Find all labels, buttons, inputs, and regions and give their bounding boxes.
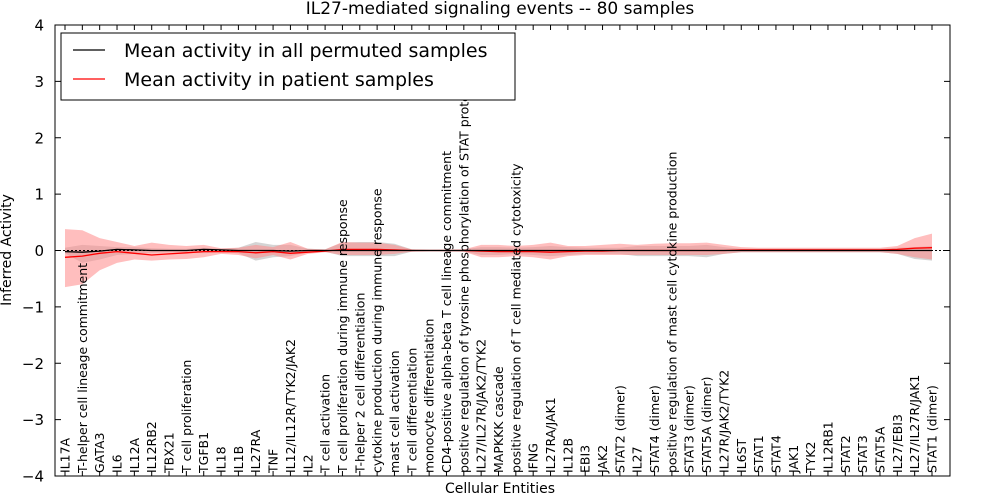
legend-label-patient: Mean activity in patient samples <box>124 69 434 91</box>
x-tick-label: STAT2 (dimer) <box>612 385 627 473</box>
y-axis: 4 3 2 1 0 −1 −2 −3 −4 <box>22 17 950 486</box>
x-tick-label: STAT2 <box>838 435 853 473</box>
x-tick-label: IL27/IL27R/JAK1 <box>907 375 922 473</box>
x-tick-label: CD4-positive alpha-beta T cell lineage c… <box>439 151 454 473</box>
x-tick-label: IL6ST <box>734 438 749 473</box>
x-tick-label: T-helper cell lineage commitment <box>75 263 90 474</box>
x-tick-label: T-helper 2 cell differentiation <box>352 293 367 474</box>
legend-box <box>60 32 516 101</box>
x-tick-label: IL12RB1 <box>820 421 835 473</box>
x-tick-label: JAK1 <box>786 445 801 474</box>
x-tick-label: JAK2 <box>595 445 610 474</box>
legend-label-permuted: Mean activity in all permuted samples <box>124 40 487 62</box>
x-tick-label: TNF <box>266 449 281 474</box>
x-tick-label: monocyte differentiation <box>422 319 437 473</box>
x-tick-label: IL27RA <box>248 429 263 473</box>
x-tick-label: positive regulation of tyrosine phosphor… <box>456 83 471 473</box>
x-tick-label: positive regulation of T cell mediated c… <box>508 163 523 473</box>
x-tick-label: T cell activation <box>318 374 333 474</box>
x-tick-label: STAT5A (dimer) <box>699 377 714 473</box>
x-tick-label: IL12A <box>127 437 142 473</box>
y-tick-label: 1 <box>34 186 44 204</box>
x-tick-label: positive regulation of mast cell cytokin… <box>664 152 679 473</box>
x-tick-label: IL27RA/JAK1 <box>543 397 558 473</box>
y-tick-label: −4 <box>22 468 44 486</box>
x-tick-label: mast cell activation <box>387 350 402 473</box>
y-tick-label: −3 <box>22 411 44 429</box>
x-tick-label: IL12RB2 <box>144 421 159 473</box>
y-axis-label: Inferred Activity <box>0 194 15 306</box>
x-tick-label: STAT3 <box>855 435 870 473</box>
x-tick-label: STAT5A <box>872 426 887 473</box>
y-tick-label: 3 <box>34 73 44 91</box>
x-tick-label: IL18 <box>214 446 229 473</box>
activity-bands <box>65 229 932 288</box>
y-tick-label: −2 <box>22 355 44 373</box>
series-lines <box>64 247 933 258</box>
x-tick-label: IL17A <box>58 437 73 473</box>
y-tick-label: 4 <box>34 17 44 35</box>
patient-band <box>65 229 932 288</box>
x-tick-label: IFNG <box>526 443 541 473</box>
x-tick-label: MAPKKK cascade <box>491 366 506 473</box>
x-tick-label: IL2 <box>300 454 315 473</box>
x-tick-label: cytokine production during immune respon… <box>370 188 385 473</box>
x-tick-label: IL27/IL27R/JAK2/TYK2 <box>474 339 489 473</box>
x-tick-label: IL27 <box>630 446 645 473</box>
y-tick-label: −1 <box>22 298 44 316</box>
x-tick-label: STAT1 <box>751 435 766 473</box>
x-tick-label: STAT3 (dimer) <box>682 385 697 473</box>
x-tick-label: IL27/EBI3 <box>890 414 905 473</box>
y-tick-label: 2 <box>34 129 44 147</box>
x-axis-label: Cellular Entities <box>445 481 555 497</box>
x-tick-label: IL1B <box>231 446 246 473</box>
x-tick-label: IL12B <box>560 438 575 473</box>
x-tick-label: STAT1 (dimer) <box>925 385 940 473</box>
x-tick-label: IL6 <box>110 454 125 473</box>
x-axis: IL17A T-helper cell lineage commitment GAT… <box>58 25 940 476</box>
x-tick-label: T cell differentiation <box>404 348 419 474</box>
x-tick-label: T cell proliferation during immune respo… <box>335 199 350 474</box>
x-tick-label: TYK2 <box>803 442 818 474</box>
y-tick-label: 0 <box>34 242 44 260</box>
chart-title: IL27-mediated signaling events -- 80 sam… <box>306 0 695 19</box>
x-tick-label: EBI3 <box>578 445 593 473</box>
x-tick-label: IL12/IL12R/TYK2/JAK2 <box>283 339 298 473</box>
x-tick-label: TBX21 <box>162 432 177 474</box>
x-tick-label: IL27R/JAK2/TYK2 <box>716 370 731 473</box>
x-tick-label: GATA3 <box>92 433 107 473</box>
series-line-permuted <box>64 248 932 253</box>
x-tick-label: STAT4 (dimer) <box>647 385 662 473</box>
legend: Mean activity in all permuted samples Me… <box>60 32 516 101</box>
x-tick-label: T cell proliferation <box>179 360 194 474</box>
x-tick-label: TGFB1 <box>196 432 211 474</box>
x-tick-label: STAT4 <box>768 435 783 473</box>
